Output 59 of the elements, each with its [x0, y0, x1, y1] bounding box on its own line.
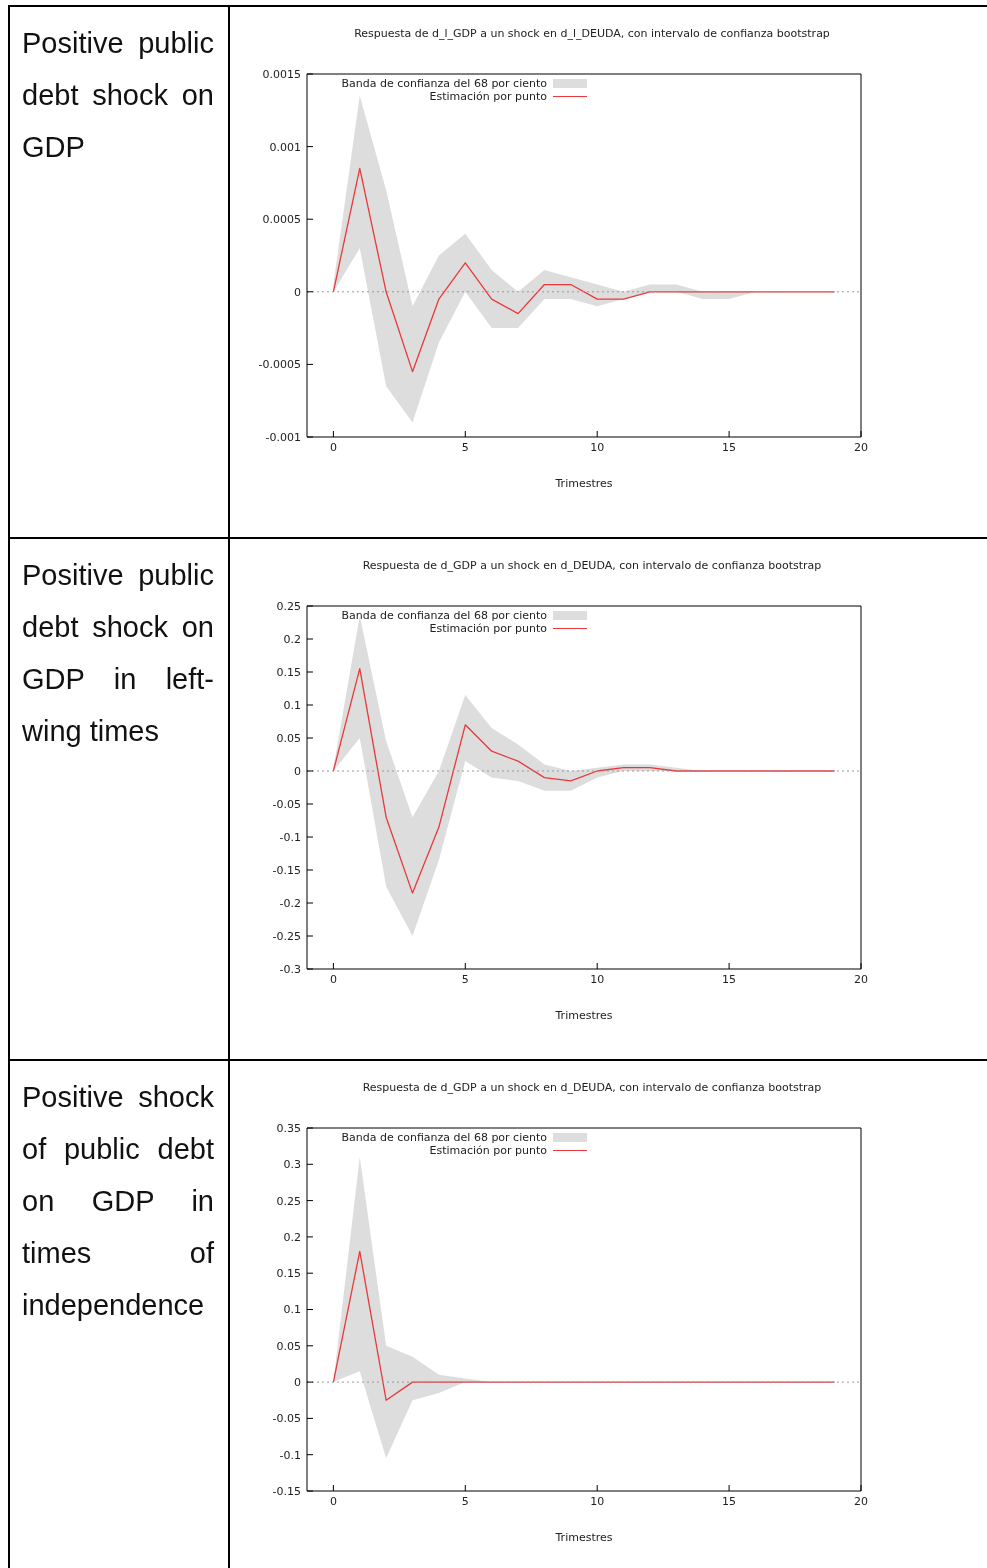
chart-title: Respuesta de d_l_GDP a un shock en d_l_DEUDA, con intervalo de confianza bootstrap [353, 27, 831, 42]
y-tick-label: -0.001 [265, 430, 301, 444]
text: Positive shock of public debt on GDP in times of independence [22, 1080, 214, 1323]
legend-label: Estimación por punto [429, 1144, 547, 1157]
x-tick-label: 0 [329, 1494, 337, 1508]
y-tick-label: 0.001 [269, 140, 301, 154]
y-tick-label: 0 [294, 764, 301, 778]
x-tick-label: 5 [461, 440, 469, 454]
y-tick-label: -0.05 [272, 1412, 301, 1426]
y-tick-label: -0.15 [272, 1484, 301, 1498]
x-tick-label: 10 [590, 440, 605, 454]
text: Positive public debt shock on GDP [22, 26, 214, 165]
x-tick-label: 5 [461, 972, 469, 986]
legend-label: Estimación por punto [429, 90, 547, 103]
x-tick-label: 10 [590, 1494, 605, 1508]
y-tick-label: 0.25 [276, 599, 301, 613]
legend-label: Estimación por punto [429, 622, 547, 635]
y-tick-label: 0.1 [283, 1303, 301, 1317]
y-tick-label: 0.15 [276, 665, 301, 679]
x-tick-label: 15 [722, 440, 737, 454]
y-tick-label: 0.35 [276, 1121, 301, 1135]
y-tick-label: -0.1 [279, 1448, 301, 1462]
annotation: Banda de confianza del 68 por ciento [341, 1131, 547, 1144]
x-axis-title: Trimestres [554, 1009, 613, 1022]
x-tick-label: 10 [590, 972, 605, 986]
y-tick-label: -0.05 [272, 797, 301, 811]
y-tick-label: 0.2 [283, 632, 301, 646]
x-tick-label: 20 [854, 440, 868, 454]
y-tick-label: 0.05 [276, 731, 301, 745]
y-tick-label: 0.1 [283, 698, 301, 712]
y-tick-label: 0 [294, 285, 301, 299]
y-tick-label: 0.15 [276, 1267, 301, 1281]
annotation: Banda de confianza del 68 por ciento [341, 609, 547, 622]
y-tick-label: -0.3 [279, 962, 301, 976]
y-tick-label: 0.05 [276, 1339, 301, 1353]
x-tick-label: 20 [854, 1494, 868, 1508]
y-tick-label: -0.25 [272, 929, 301, 943]
y-tick-label: -0.1 [279, 830, 301, 844]
x-tick-label: 0 [329, 440, 337, 454]
text: Positive public debt shock on GDP in left-wing times [22, 558, 214, 749]
x-tick-label: 20 [854, 972, 868, 986]
x-tick-label: 15 [722, 972, 737, 986]
y-tick-label: 0.25 [276, 1194, 301, 1208]
x-tick-label: 5 [461, 1494, 469, 1508]
y-tick-label: -0.15 [272, 863, 301, 877]
y-tick-label: 0.3 [283, 1158, 301, 1172]
x-tick-label: 15 [722, 1494, 737, 1508]
y-tick-label: 0.2 [283, 1230, 301, 1244]
x-tick-label: 0 [329, 972, 337, 986]
x-axis-title: Trimestres [554, 477, 613, 490]
chart-title: Respuesta de d_GDP a un shock en d_DEUDA, con intervalo de confianza bootstrap [361, 1081, 823, 1096]
y-tick-label: -0.0005 [258, 358, 301, 372]
chart-title: Respuesta de d_GDP a un shock en d_DEUDA, con intervalo de confianza bootstrap [361, 559, 823, 574]
y-tick-label: 0.0015 [262, 67, 301, 81]
y-tick-label: 0 [294, 1376, 301, 1390]
annotation: Banda de confianza del 68 por ciento [341, 77, 547, 90]
y-tick-label: 0.0005 [262, 213, 301, 227]
x-axis-title: Trimestres [554, 1531, 613, 1544]
y-tick-label: -0.2 [279, 896, 301, 910]
